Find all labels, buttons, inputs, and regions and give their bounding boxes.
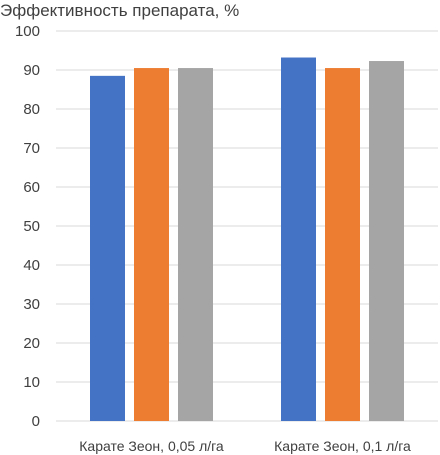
bar-series2-cat1 bbox=[134, 68, 169, 422]
bar-series1-cat1 bbox=[90, 75, 125, 421]
y-axis-tick-labels: 0 10 20 30 40 50 60 70 80 90 100 bbox=[15, 23, 40, 430]
bar-series3-cat1 bbox=[178, 68, 213, 422]
x-axis-category-labels: Карате Зеон, 0,05 л/га Карате Зеон, 0,1 л… bbox=[79, 438, 411, 454]
bars bbox=[90, 57, 404, 422]
y-tick-label: 30 bbox=[23, 296, 40, 313]
x-category-label: Карате Зеон, 0,05 л/га bbox=[79, 438, 224, 454]
bar-series1-cat2 bbox=[281, 57, 316, 422]
y-tick-label: 20 bbox=[23, 335, 40, 352]
y-tick-label: 60 bbox=[23, 179, 40, 196]
title-background bbox=[0, 0, 300, 26]
y-tick-label: 0 bbox=[32, 413, 40, 430]
y-tick-label: 40 bbox=[23, 257, 40, 274]
y-tick-label: 90 bbox=[23, 62, 40, 79]
y-tick-label: 100 bbox=[15, 23, 40, 40]
y-tick-label: 10 bbox=[23, 374, 40, 391]
bar-series2-cat2 bbox=[325, 68, 360, 422]
y-tick-label: 70 bbox=[23, 140, 40, 157]
y-tick-label: 80 bbox=[23, 101, 40, 118]
bar-series3-cat2 bbox=[369, 61, 404, 421]
y-tick-label: 50 bbox=[23, 218, 40, 235]
x-category-label: Карате Зеон, 0,1 л/га bbox=[274, 438, 411, 454]
chart-title: Эффективность препарата, % bbox=[0, 1, 239, 20]
